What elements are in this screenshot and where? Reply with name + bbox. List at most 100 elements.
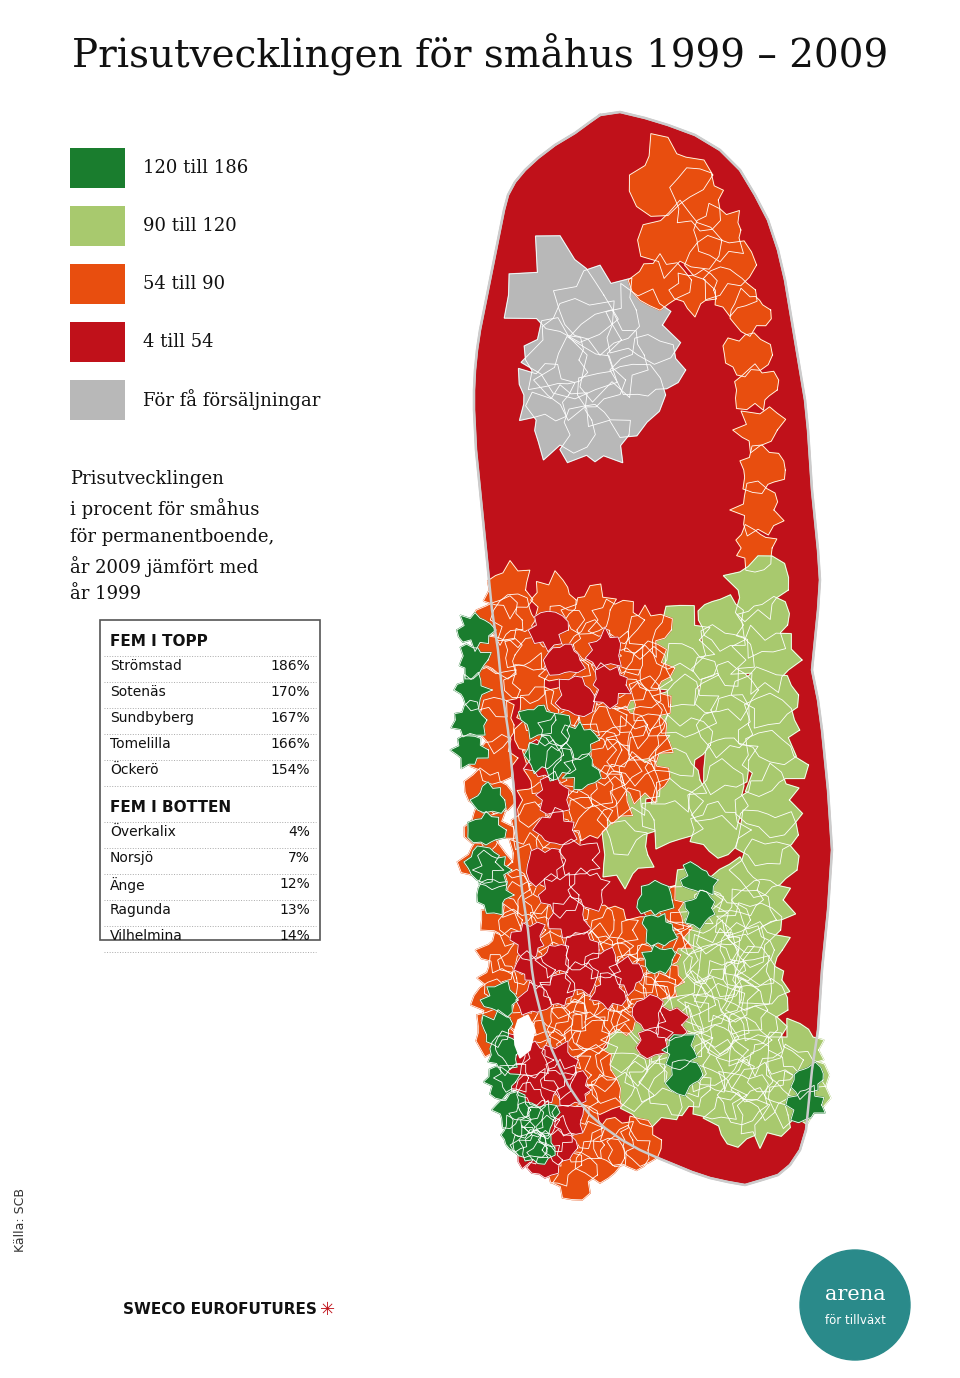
Polygon shape [567,763,625,809]
Text: Ragunda: Ragunda [110,903,172,916]
Polygon shape [617,916,663,965]
Polygon shape [464,846,504,883]
Polygon shape [730,288,771,336]
Polygon shape [645,748,707,812]
Polygon shape [694,960,758,1022]
Polygon shape [685,1065,747,1119]
Polygon shape [535,944,568,978]
Polygon shape [607,751,660,819]
Polygon shape [610,335,685,395]
Polygon shape [526,384,595,460]
Polygon shape [537,605,585,655]
Polygon shape [540,973,575,1006]
Polygon shape [516,688,559,730]
Text: 4 till 54: 4 till 54 [143,333,213,351]
Polygon shape [574,688,627,739]
Polygon shape [529,967,565,1006]
Text: 54 till 90: 54 till 90 [143,276,226,294]
Polygon shape [665,1060,703,1096]
Polygon shape [457,613,496,652]
Polygon shape [574,1075,621,1115]
Polygon shape [539,1130,578,1164]
Polygon shape [648,1006,712,1069]
Polygon shape [605,976,673,1045]
Polygon shape [477,879,515,915]
Polygon shape [695,661,758,721]
Polygon shape [585,947,620,978]
Polygon shape [492,1091,531,1129]
Polygon shape [568,868,610,911]
Polygon shape [500,969,542,1013]
Polygon shape [481,897,522,947]
Polygon shape [735,810,799,865]
Polygon shape [601,1009,667,1072]
Polygon shape [567,1122,605,1162]
Polygon shape [466,697,515,754]
Polygon shape [569,657,621,706]
Polygon shape [491,594,536,648]
Polygon shape [578,364,665,437]
Polygon shape [620,973,670,1021]
Polygon shape [517,1039,560,1083]
Polygon shape [538,1029,587,1076]
Polygon shape [561,722,600,759]
Polygon shape [715,889,777,952]
Polygon shape [628,254,691,310]
Text: 4%: 4% [288,825,310,839]
Polygon shape [528,612,568,652]
Polygon shape [620,1062,683,1127]
Polygon shape [514,1016,535,1058]
Polygon shape [471,595,523,645]
Polygon shape [607,646,672,710]
Polygon shape [628,714,673,762]
Polygon shape [561,584,616,634]
Polygon shape [606,284,681,364]
Polygon shape [591,740,642,785]
Polygon shape [694,204,744,262]
Polygon shape [540,1060,577,1100]
Polygon shape [651,644,719,707]
Text: Prisutvecklingen
i procent för småhus
för permanentboende,
år 2009 jämfört med
å: Prisutvecklingen i procent för småhus fö… [70,470,275,604]
Polygon shape [465,768,516,816]
Polygon shape [543,644,586,675]
Polygon shape [520,1040,554,1078]
Polygon shape [495,1031,530,1069]
Text: 186%: 186% [271,659,310,672]
Polygon shape [548,944,597,987]
Text: 154%: 154% [271,763,310,777]
Polygon shape [595,1024,657,1086]
Polygon shape [521,299,621,398]
Polygon shape [472,667,520,717]
Polygon shape [470,781,506,813]
Polygon shape [496,1002,540,1039]
Polygon shape [568,620,621,667]
Polygon shape [729,839,799,897]
Bar [70,205,125,247]
Polygon shape [684,1038,745,1093]
Polygon shape [646,933,707,999]
Polygon shape [529,1084,577,1130]
Polygon shape [768,1071,830,1129]
Polygon shape [684,236,756,300]
Polygon shape [588,599,644,644]
Text: 12%: 12% [279,876,310,892]
Text: 13%: 13% [279,903,310,916]
Polygon shape [686,929,755,996]
Polygon shape [703,267,757,317]
Text: för tillväxt: för tillväxt [825,1313,885,1327]
Polygon shape [661,1035,697,1069]
Polygon shape [723,555,788,621]
Text: Överkalix: Överkalix [110,825,176,839]
Polygon shape [552,1105,584,1135]
Polygon shape [555,677,594,717]
Polygon shape [716,1038,773,1100]
Polygon shape [721,978,768,1035]
Polygon shape [554,266,639,356]
Text: Sotenäs: Sotenäs [110,685,166,699]
Polygon shape [678,969,742,1031]
Polygon shape [622,641,675,690]
Polygon shape [647,886,713,933]
Text: Tomelilla: Tomelilla [110,737,171,751]
Polygon shape [482,1010,513,1047]
Polygon shape [642,914,678,947]
